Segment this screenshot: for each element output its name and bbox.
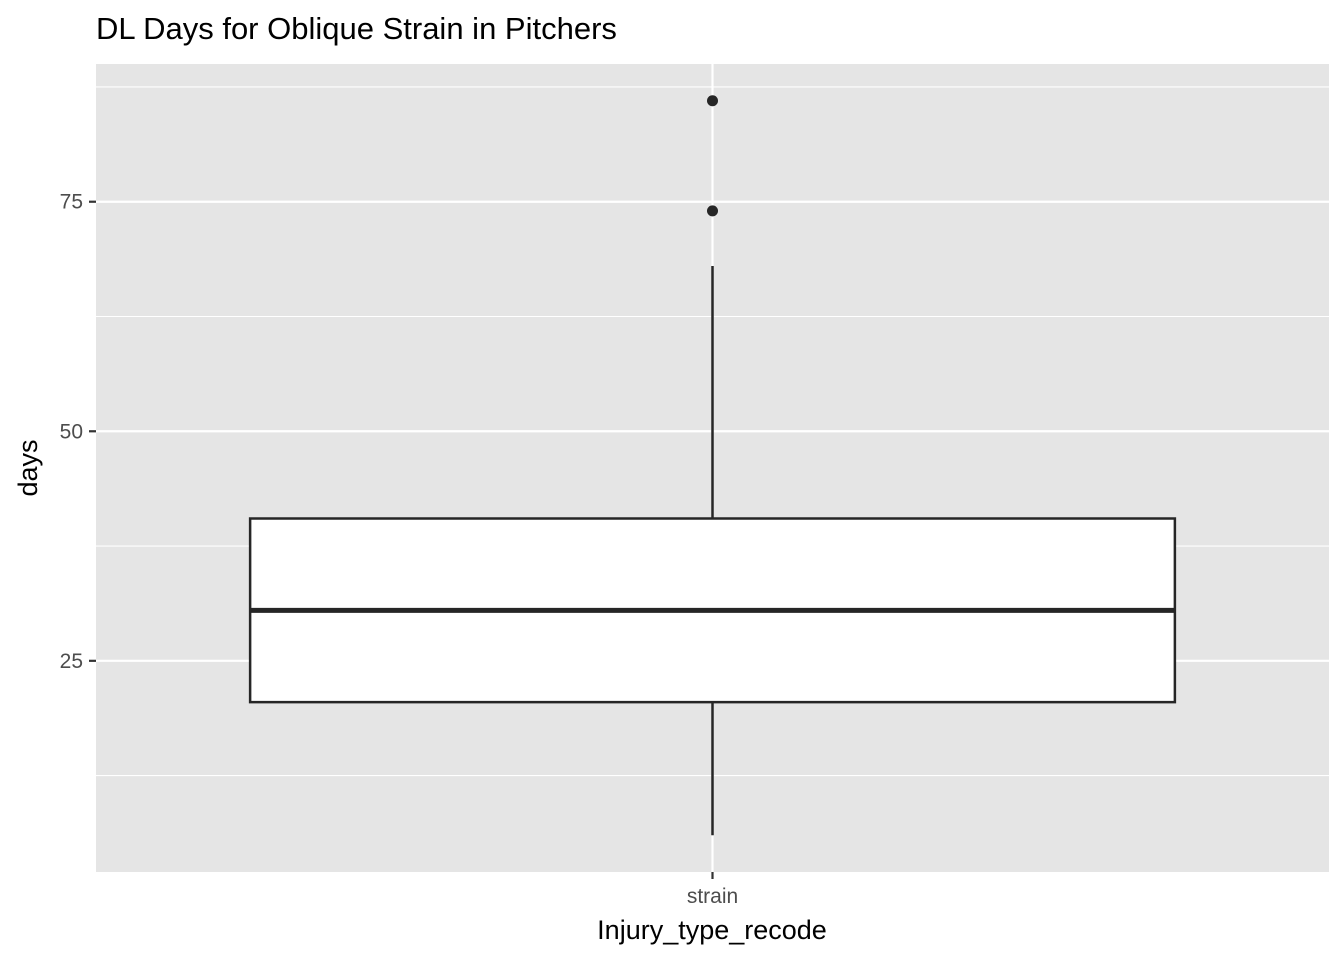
y-tick-label: 50 <box>60 420 83 443</box>
x-axis: strain <box>687 872 738 908</box>
y-tick-label: 75 <box>60 191 83 214</box>
box-series <box>248 95 1177 836</box>
chart-title: DL Days for Oblique Strain in Pitchers <box>96 11 617 46</box>
y-axis: 25 50 75 <box>60 191 96 673</box>
outlier-point <box>707 95 718 107</box>
x-axis-title: Injury_type_recode <box>597 915 827 945</box>
outlier-point <box>707 205 718 217</box>
y-tick-label: 25 <box>60 650 83 673</box>
x-tick-label: strain <box>687 885 738 908</box>
box-strain <box>248 95 1177 836</box>
y-axis-title: days <box>13 439 43 496</box>
